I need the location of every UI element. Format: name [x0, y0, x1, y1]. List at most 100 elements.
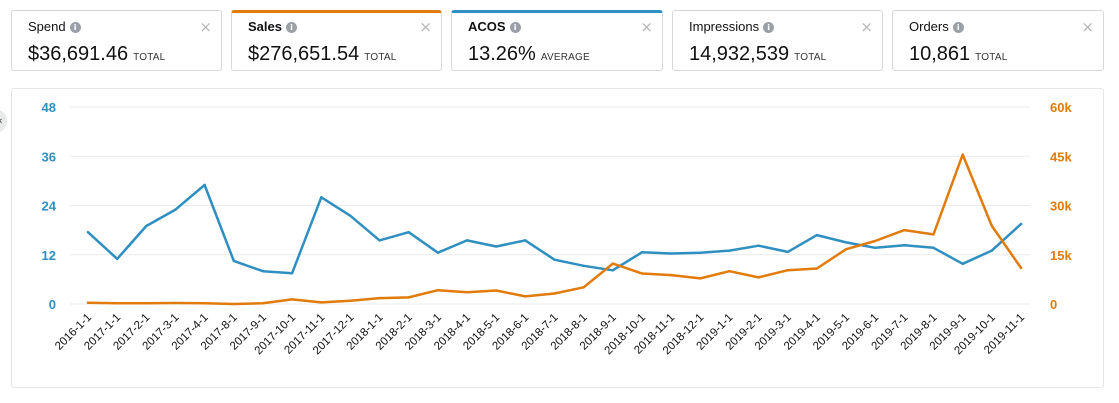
- info-icon[interactable]: i: [509, 22, 521, 33]
- data-point-acos: [378, 239, 381, 242]
- data-point-sales: [174, 301, 177, 305]
- data-point-acos: [407, 230, 410, 234]
- data-point-acos: [669, 252, 673, 255]
- y-right-tick-label: 0: [1050, 297, 1057, 312]
- metric-value: $276,651.54 TOTAL: [248, 43, 397, 65]
- data-point-acos: [349, 214, 352, 217]
- data-point-acos: [553, 258, 556, 261]
- info-icon[interactable]: i: [69, 22, 81, 33]
- metric-aggregation: TOTAL: [364, 52, 397, 63]
- data-point-acos: [990, 249, 994, 252]
- close-icon[interactable]: ×: [860, 18, 873, 36]
- close-icon[interactable]: ×: [1081, 18, 1094, 36]
- data-point-sales: [1019, 266, 1023, 270]
- y-right-tick-label: 15k: [1050, 248, 1072, 263]
- info-icon[interactable]: i: [952, 22, 964, 33]
- data-point-acos: [932, 246, 935, 249]
- data-point-sales: [582, 286, 585, 289]
- data-point-acos: [261, 269, 265, 273]
- metric-aggregation: TOTAL: [975, 52, 1008, 63]
- data-point-acos: [115, 257, 119, 261]
- data-point-sales: [640, 272, 644, 275]
- data-point-acos: [174, 208, 177, 211]
- data-point-sales: [874, 239, 877, 243]
- data-point-sales: [349, 299, 352, 302]
- close-icon[interactable]: ×: [199, 18, 212, 36]
- data-point-sales: [932, 233, 935, 236]
- metric-value: 13.26% AVERAGE: [468, 43, 590, 65]
- data-point-sales: [86, 301, 90, 304]
- data-point-acos: [145, 224, 148, 228]
- info-icon[interactable]: i: [763, 22, 775, 33]
- data-point-acos: [786, 250, 789, 254]
- data-point-sales: [728, 269, 731, 273]
- data-point-acos: [815, 233, 819, 237]
- data-point-acos: [203, 183, 206, 187]
- data-point-acos: [290, 272, 294, 275]
- data-point-sales: [232, 302, 235, 306]
- metric-label: Impressions i: [689, 19, 775, 34]
- close-icon[interactable]: ×: [640, 18, 653, 36]
- metric-value: 10,861 TOTAL: [909, 43, 1008, 65]
- data-point-sales: [844, 247, 848, 251]
- chevron-left-icon[interactable]: ‹: [0, 109, 7, 133]
- data-point-acos: [844, 241, 848, 244]
- data-point-sales: [494, 289, 498, 292]
- metric-card-spend[interactable]: Spend i × $36,691.46 TOTAL: [11, 10, 222, 71]
- data-point-acos: [465, 239, 469, 242]
- data-point-acos: [611, 269, 615, 272]
- data-point-sales: [699, 277, 702, 280]
- metric-label: ACOS i: [468, 19, 521, 34]
- data-point-sales: [815, 267, 819, 270]
- data-point-acos: [524, 239, 527, 242]
- y-right-tick-label: 45k: [1050, 149, 1072, 164]
- data-point-sales: [524, 295, 527, 298]
- data-point-sales: [669, 273, 673, 277]
- data-point-acos: [320, 196, 323, 199]
- data-point-sales: [553, 292, 556, 295]
- data-point-acos: [728, 249, 731, 252]
- close-icon[interactable]: ×: [419, 18, 432, 36]
- metric-card-sales[interactable]: Sales i × $276,651.54 TOTAL: [231, 10, 442, 71]
- metric-card-orders[interactable]: Orders i × 10,861 TOTAL: [892, 10, 1104, 71]
- y-left-tick-label: 0: [49, 297, 56, 312]
- info-icon[interactable]: i: [285, 22, 297, 33]
- metric-label: Orders i: [909, 19, 964, 34]
- chart-panel: [11, 88, 1104, 388]
- data-point-sales: [903, 228, 906, 232]
- data-point-sales: [407, 296, 410, 299]
- data-point-acos: [86, 230, 90, 234]
- data-point-sales: [145, 302, 148, 305]
- metric-label: Spend i: [28, 19, 81, 34]
- y-left-tick-label: 24: [42, 199, 57, 214]
- metric-value: 14,932,539 TOTAL: [689, 43, 827, 65]
- data-point-sales: [436, 289, 440, 292]
- data-point-acos: [874, 246, 877, 249]
- metric-card-acos[interactable]: ACOS i × 13.26% AVERAGE: [451, 10, 663, 71]
- y-right-tick-label: 30k: [1050, 199, 1072, 214]
- metric-card-impressions[interactable]: Impressions i × 14,932,539 TOTAL: [672, 10, 883, 71]
- data-point-sales: [465, 290, 469, 294]
- data-point-sales: [757, 276, 760, 279]
- data-point-acos: [232, 259, 235, 263]
- data-point-sales: [261, 302, 265, 305]
- y-left-tick-label: 36: [42, 149, 56, 164]
- metric-label: Sales i: [248, 19, 297, 34]
- metric-value: $36,691.46 TOTAL: [28, 43, 166, 65]
- metric-aggregation: TOTAL: [794, 52, 827, 63]
- data-point-acos: [640, 251, 644, 254]
- metric-aggregation: AVERAGE: [540, 52, 590, 63]
- data-point-acos: [961, 262, 964, 265]
- metric-cards: Spend i × $36,691.46 TOTAL Sales i × $276,6…: [0, 0, 1119, 74]
- data-point-sales: [320, 301, 323, 304]
- data-point-sales: [203, 302, 206, 305]
- y-left-tick-label: 12: [42, 248, 56, 263]
- data-point-sales: [378, 296, 381, 300]
- data-point-acos: [757, 244, 760, 247]
- data-point-sales: [611, 262, 615, 265]
- data-point-acos: [699, 251, 702, 254]
- data-point-sales: [961, 153, 964, 156]
- data-point-sales: [990, 224, 994, 228]
- metric-aggregation: TOTAL: [133, 52, 166, 63]
